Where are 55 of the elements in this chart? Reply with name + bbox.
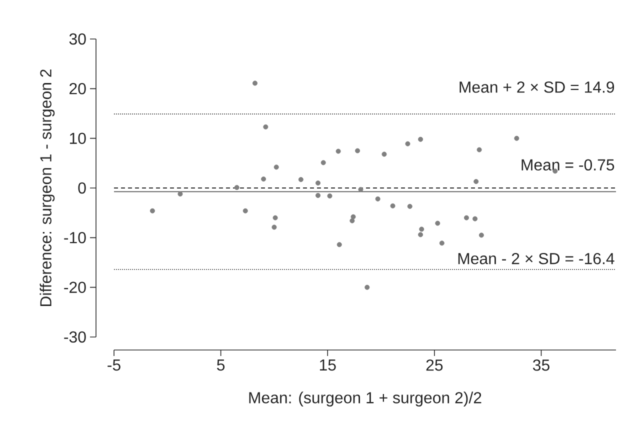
point [407,204,412,209]
y-axis-title: Difference: surgeon 1 - surgeon 2 [40,70,55,306]
point [418,232,424,238]
ref-line-label: Mean = -0.75 [522,159,614,171]
x-tick-label: 15 [320,360,336,371]
x-tick-label: -5 [108,360,120,371]
point [390,203,396,208]
point [355,148,360,154]
point [274,164,279,170]
point [336,148,341,154]
point [272,224,277,230]
point [382,152,387,157]
point [150,208,155,214]
point [336,242,342,248]
y-tick-label: -20 [64,282,86,293]
point [350,214,356,220]
point [375,196,380,202]
point [327,193,332,198]
y-tick-label: 10 [70,132,86,144]
x-axis-title: Mean: (surgeon 1 + surgeon 2)/2 [249,392,482,407]
x-tick-label: 35 [532,360,550,371]
x-tick-label: 5 [217,360,225,371]
point [364,284,370,290]
point [474,179,479,184]
point [472,216,478,222]
x-tick-label: 25 [426,360,443,371]
point [261,176,266,182]
point [320,160,326,166]
point [316,180,321,186]
point [439,240,444,246]
point [418,136,424,142]
y-tick-label: 0 [78,182,86,194]
point [242,208,248,214]
point [272,215,278,220]
point [358,186,364,192]
point [316,192,321,198]
point [476,147,482,152]
y-tick-label: 20 [70,83,86,94]
point [514,136,520,141]
point [435,220,440,226]
y-tick-label: -10 [64,232,86,244]
ref-line-label: Mean - 2 × SD = -16.4 [458,252,614,264]
y-tick-label: -30 [64,331,86,343]
point [263,124,268,130]
point [464,215,469,220]
point [298,177,304,182]
point [350,218,355,224]
point [234,185,240,190]
ref-line-label: Mean + 2 × SD = 14.9 [460,82,614,93]
y-tick-label: 30 [69,33,86,45]
point [419,226,424,232]
point [252,80,258,86]
point [178,191,183,196]
point [405,141,410,146]
point [478,232,484,238]
